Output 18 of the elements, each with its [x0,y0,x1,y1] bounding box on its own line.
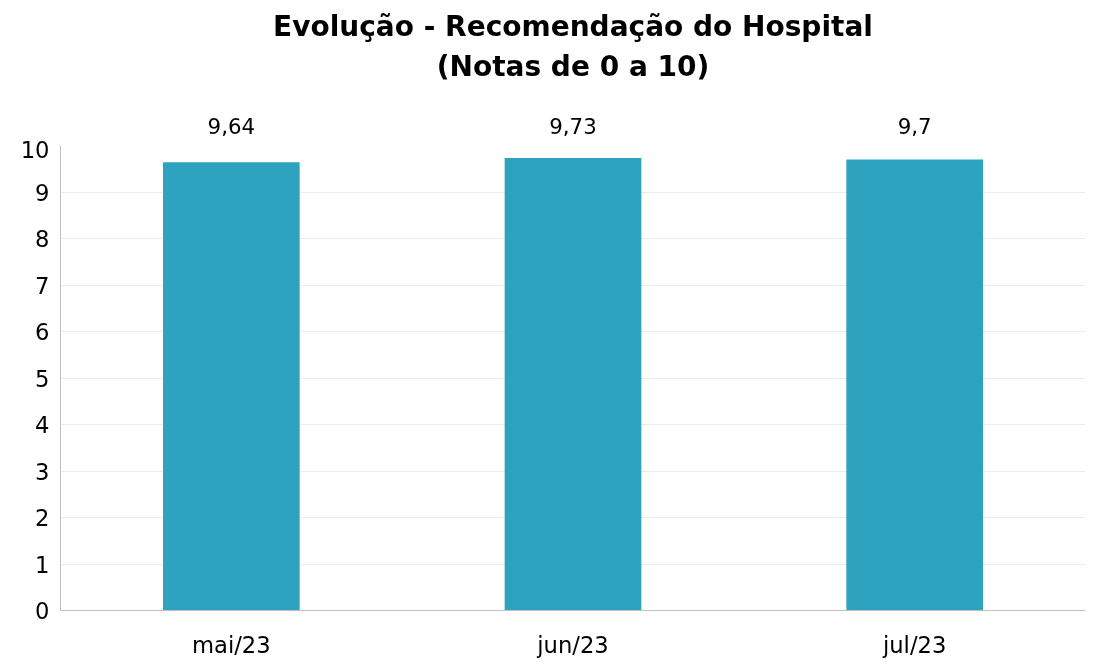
data-label: 9,73 [549,113,597,139]
y-tick-label: 3 [35,458,50,485]
x-tick-label: mai/23 [191,631,271,658]
x-tick-label: jul/23 [881,631,947,658]
y-tick-label: 0 [35,598,50,624]
x-tick-label: jun/23 [536,631,609,658]
y-tick-label: 2 [35,505,50,531]
data-label: 9,64 [207,113,256,139]
data-label: 9,7 [897,113,932,139]
y-tick-label: 5 [35,365,50,392]
y-tick-label: 9 [35,179,50,206]
y-tick-label: 1 [35,551,50,578]
y-tick-label: 7 [35,272,50,299]
y-tick-label: 4 [35,412,50,438]
y-tick-label: 10 [20,136,50,163]
chart-title: Evolução - Recomendação do Hospital (Notas de 0 a 10) [273,9,873,84]
y-tick-label: 8 [35,226,50,252]
y-tick-label: 6 [35,319,50,345]
